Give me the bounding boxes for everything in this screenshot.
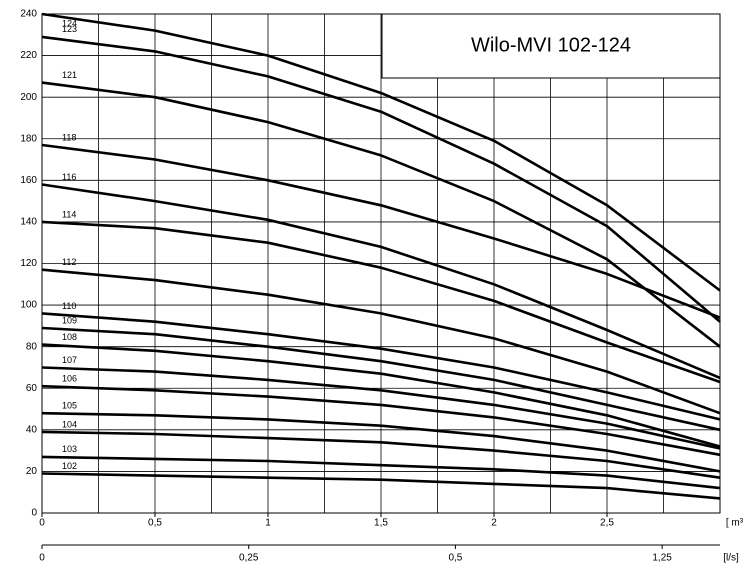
x2-tick-label: 0,5 (448, 553, 462, 564)
y-tick-label: 240 (20, 9, 37, 20)
x-axis-label: [ m³/h] (726, 518, 743, 529)
curve-label: 114 (62, 209, 76, 219)
pump-curve (41, 455, 721, 490)
pump-curve (41, 366, 721, 450)
pump-curve (41, 220, 721, 384)
curve-label: 105 (62, 401, 77, 411)
y-tick-label: 80 (26, 341, 38, 352)
pump-curve (41, 12, 721, 292)
pump-curve (41, 430, 721, 479)
y-tick-label: 140 (20, 217, 37, 228)
pump-curve (41, 143, 721, 319)
x2-tick-label: 1,25 (652, 553, 672, 564)
y-tick-label: 200 (20, 92, 37, 103)
x2-tick-label: 0 (39, 553, 45, 564)
y-tick-label: 60 (26, 383, 38, 394)
pump-curve (41, 472, 721, 500)
y-tick-label: 180 (20, 133, 37, 144)
curve-label: 102 (62, 461, 77, 471)
x2-axis-label: [l/s] (723, 553, 739, 564)
y-tick-label: 0 (31, 508, 37, 519)
x2-tick-label: 0,25 (239, 553, 259, 564)
pump-curve (41, 81, 721, 348)
pump-curve (41, 183, 721, 380)
pump-curve (41, 384, 721, 457)
y-tick-label: 120 (20, 258, 37, 269)
pump-curve (41, 326, 721, 432)
curve-label: 112 (62, 257, 76, 267)
x-tick-label: 1,5 (374, 518, 388, 529)
curve-label: 123 (62, 24, 77, 34)
pump-curve (41, 343, 721, 448)
curve-label: 106 (62, 374, 77, 384)
pump-curve (41, 268, 721, 415)
chart-title: Wilo-MVI 102-124 (471, 34, 631, 56)
pump-curve (41, 411, 721, 473)
curve-label: 124 (62, 18, 77, 28)
y-tick-label: 100 (20, 300, 37, 311)
curve-label: 108 (62, 332, 77, 342)
curve-label: 118 (62, 132, 76, 142)
curve-label: 116 (62, 172, 76, 182)
x-tick-label: 2 (491, 518, 497, 529)
y-tick-label: 160 (20, 175, 37, 186)
y-tick-label: 20 (26, 466, 38, 477)
curve-label: 109 (62, 315, 77, 325)
x-tick-label: 0 (39, 518, 45, 529)
pump-curve (41, 35, 721, 323)
pump-curve (41, 312, 721, 421)
curve-label: 103 (62, 444, 77, 454)
y-tick-label: 220 (20, 50, 37, 61)
curve-label: 107 (62, 355, 77, 365)
title-box (381, 13, 721, 79)
curve-label: 110 (62, 301, 76, 311)
x-tick-label: 2,5 (600, 518, 614, 529)
x-tick-label: 0,5 (148, 518, 162, 529)
y-tick-label: 40 (26, 424, 38, 435)
curve-label: 104 (62, 419, 77, 429)
x-tick-label: 1 (265, 518, 271, 529)
curve-label: 121 (62, 70, 77, 80)
